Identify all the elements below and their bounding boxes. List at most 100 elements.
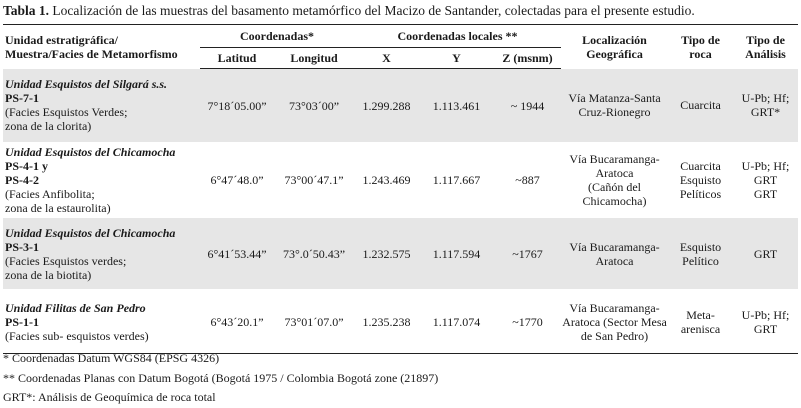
analysis-line: GRT [753,321,778,336]
table-row: Unidad Esquistos del Silgará s.s. PS-7-1(… [3,68,799,143]
unit-name: Unidad Esquistos del Chicamocha [5,145,176,159]
cell-longitude: 73°00´47.1” [274,142,355,218]
cell-unit: Unidad Filitas de San Pedro PS-1-1 (Facies… [3,289,200,354]
location-line: Vía Bucaramanga- [569,239,660,254]
cell-latitude: 6°43´20.1” [200,289,274,354]
rock-line: Cuarcita [680,98,721,113]
footnote: ** Coordenadas Planas con Datum Bogotá (… [3,370,439,385]
cell-rock-type: Cuarcita Esquisto Pelíticos [668,142,734,218]
analysis-line: U-Pb; Hf; [741,159,790,173]
header-longitude: Longitud [274,47,355,69]
cell-location: Vía Bucaramanga- Aratoca (Sector Mesa de S… [561,289,669,354]
header-z: Z (msnm) [494,47,562,69]
facies-text: (Facies Esquistos verdes; [5,253,127,268]
cell-y: 1.117.667 [419,142,495,218]
table-row: Unidad Filitas de San Pedro PS-1-1 (Facies… [3,289,799,354]
sample-code: PS-7-1 [5,91,39,106]
header-y: Y [419,47,495,69]
header-analysis-type: Tipo de Análisis [733,24,799,69]
header-rock-type: Tipo de roca [668,24,734,69]
caption-text: Localización de las muestras del basamen… [52,3,695,18]
cell-z: ~887 [494,142,562,218]
cell-analysis: U-Pb; Hf; GRT* [733,68,799,143]
cell-rock-type: Esquisto Pelítico [668,217,734,290]
cell-z: ~1767 [494,217,562,290]
location-line: de San Pedro) [580,328,649,343]
cell-y: 1.113.461 [419,68,495,143]
cell-unit: Unidad Esquistos del Silgará s.s. PS-7-1(… [3,68,200,143]
cell-y: 1.117.594 [419,217,495,290]
rock-line: Esquisto [679,239,722,254]
location-line: Aratoca [595,253,634,268]
samples-table: Unidad estratigráfica/ Muestra/Facies de… [3,24,799,354]
analysis-line: U-Pb; Hf; [741,91,790,106]
facies-text: zona de la estaurolita) [5,201,111,215]
rock-line: Meta- [686,307,715,322]
sample-code: PS-1-1 [5,314,39,329]
sample-code: PS-4-2 [5,173,39,187]
location-line: Chicamocha) [582,194,647,208]
cell-z: ~ 1944 [494,68,562,143]
sample-code: PS-3-1 [5,239,39,254]
analysis-line: GRT [753,246,778,261]
cell-latitude: 7°18´05.00” [200,68,274,143]
rock-line: arenisca [680,321,721,336]
header-row-1: Unidad estratigráfica/ Muestra/Facies de… [3,24,799,69]
analysis-line: U-Pb; Hf; [741,307,790,322]
cell-z: ~1770 [494,289,562,354]
cell-unit: Unidad Esquistos del Chicamocha PS-3-1 (Fa… [3,217,200,290]
rock-line: Pelíticos [679,187,722,201]
cell-x: 1.232.575 [354,217,420,290]
header-local-coordinates: Coordenadas locales ** [354,24,562,48]
cell-longitude: 73°01´07.0” [274,289,355,354]
unit-name: Unidad Filitas de San Pedro [5,300,146,315]
caption-label: Tabla 1. [3,3,50,18]
header-unit: Unidad estratigráfica/ Muestra/Facies de… [3,24,200,69]
header-location: Localización Geográfica [561,24,669,69]
location-line: Vía Matanza-Santa [568,91,661,106]
sample-code: PS-4-1 y [5,159,48,173]
location-line: Aratoca [595,166,634,180]
cell-location: Vía Matanza-Santa Cruz-Rionegro [561,68,669,143]
rock-line: Esquisto [679,173,722,187]
table-row: Unidad Esquistos del Chicamocha PS-3-1 (Fa… [3,217,799,290]
table-body: Unidad Esquistos del Silgará s.s. PS-7-1(… [3,68,799,354]
cell-location: Vía Bucaramanga- Aratoca [561,217,669,290]
cell-latitude: 6°47´48.0” [200,142,274,218]
cell-latitude: 6°41´53.44” [200,217,274,290]
cell-x: 1.235.238 [354,289,420,354]
header-coordinates: Coordenadas* [200,24,355,48]
unit-name: Unidad Esquistos del Chicamocha [5,225,176,240]
cell-rock-type: Cuarcita [668,68,734,143]
analysis-line: GRT [753,187,778,201]
cell-rock-type: Meta-arenisca [668,289,734,354]
header-row-2: Latitud Longitud X Y Z (msnm) [3,47,798,69]
cell-longitude: 73°.0´50.43” [274,217,355,290]
facies-text: zona de la clorita) [5,119,92,134]
cell-x: 1.243.469 [354,142,420,218]
cell-longitude: 73°03´00” [274,68,355,143]
location-line: (Cañón del [588,180,642,194]
analysis-line: GRT [753,173,778,187]
unit-name: Unidad Esquistos del Silgará s.s. [5,77,168,92]
cell-analysis: GRT [733,217,799,290]
location-line: Aratoca (Sector Mesa [562,314,667,329]
facies-text: (Facies sub- esquistos verdes) [5,328,149,343]
facies-text: (Facies Esquistos Verdes; [5,105,128,120]
rock-line: Pelítico [682,253,719,268]
rock-line: Cuarcita [680,159,721,173]
header-latitude: Latitud [200,47,274,69]
cell-y: 1.117.074 [419,289,495,354]
location-line: Cruz-Rionegro [578,105,651,120]
header-x: X [354,47,420,69]
footnote: * Coordenadas Datum WGS84 (EPSG 4326) [3,351,220,365]
location-line: Vía Bucaramanga- [569,300,660,315]
cell-x: 1.299.288 [354,68,420,143]
facies-text: zona de la biotita) [5,267,92,282]
cell-location: Vía Bucaramanga- Aratoca (Cañón del Chicamo… [561,142,669,218]
footnote: GRT*: Análisis de Geoquímica de roca tot… [3,390,216,404]
analysis-line: GRT* [750,105,781,120]
table-footnotes: * Coordenadas Datum WGS84 (EPSG 4326) ** … [3,349,798,408]
